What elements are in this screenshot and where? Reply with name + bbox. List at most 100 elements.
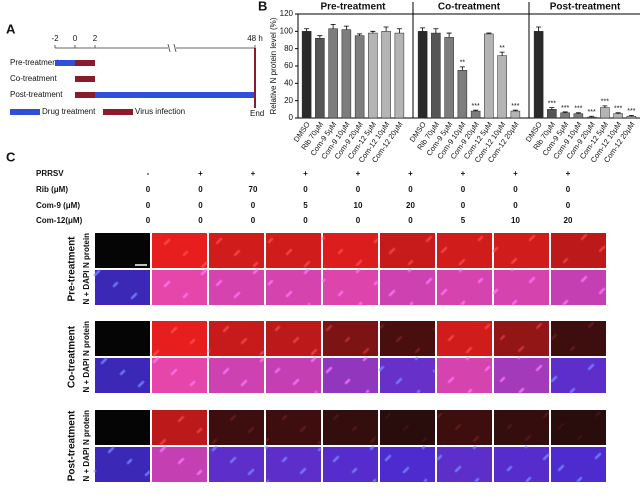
texture (333, 416, 337, 420)
texture (226, 325, 230, 329)
texture (284, 414, 288, 418)
micrograph (209, 270, 264, 305)
texture (369, 440, 373, 444)
texture (424, 478, 428, 482)
texture (582, 235, 586, 239)
condition-value: 0 (251, 201, 256, 210)
texture (300, 428, 304, 432)
texture (141, 380, 145, 384)
texture (532, 276, 536, 280)
texture (336, 413, 340, 417)
texture (233, 253, 237, 257)
texture (371, 445, 375, 449)
texture (283, 415, 287, 419)
row-label: N + DAPI (82, 270, 91, 304)
texture (426, 238, 430, 242)
texture (467, 348, 471, 352)
texture (451, 376, 455, 380)
condition-value: 0 (461, 185, 466, 194)
texture (590, 322, 594, 326)
texture (364, 356, 368, 360)
condition-value: 0 (356, 216, 361, 225)
texture (527, 435, 531, 439)
texture (216, 240, 220, 244)
micrograph (494, 358, 549, 393)
texture (364, 349, 368, 353)
significance: *** (627, 108, 635, 115)
texture (405, 425, 409, 429)
texture (373, 478, 377, 482)
texture (473, 445, 477, 449)
texture (390, 249, 394, 253)
error-bar (433, 28, 439, 34)
texture (159, 442, 163, 446)
texture (588, 324, 592, 328)
texture (219, 237, 223, 241)
texture (509, 423, 513, 427)
condition-label: PRRSV (36, 169, 64, 178)
condition-value: 5 (303, 201, 308, 210)
condition-value: 0 (303, 185, 308, 194)
texture (525, 437, 529, 441)
bar (626, 116, 637, 119)
error-bar (549, 107, 555, 110)
texture (457, 424, 461, 428)
texture (370, 439, 374, 443)
y-axis-label: Relative N protein level (%) (269, 17, 278, 114)
error-bar (562, 111, 568, 113)
texture (289, 290, 293, 294)
bar (368, 32, 378, 119)
texture (129, 458, 133, 462)
texture (432, 327, 436, 331)
texture (524, 445, 528, 449)
texture (287, 250, 291, 254)
texture (416, 348, 420, 352)
texture (232, 415, 236, 419)
texture (397, 337, 401, 341)
texture (561, 464, 565, 468)
texture (403, 427, 407, 431)
texture (380, 324, 384, 328)
texture (392, 289, 396, 293)
texture (544, 413, 548, 417)
significance: *** (601, 99, 609, 106)
condition-value: 0 (566, 185, 571, 194)
bar (600, 107, 610, 119)
error-bar (396, 28, 402, 34)
texture (163, 445, 167, 449)
texture (321, 237, 325, 241)
texture (294, 338, 298, 342)
texture (460, 260, 464, 264)
micrograph (266, 358, 321, 393)
texture (199, 469, 203, 473)
condition-value: + (461, 169, 466, 178)
texture (215, 241, 219, 245)
texture (528, 238, 532, 242)
y-tick-label: 100 (280, 26, 294, 35)
texture (123, 328, 126, 331)
row-label: N + DAPI (82, 447, 91, 481)
texture (429, 277, 433, 281)
texture (362, 351, 366, 355)
texture (513, 258, 517, 262)
texture (181, 457, 185, 461)
texture (553, 334, 557, 338)
texture (477, 238, 481, 242)
texture (448, 337, 452, 341)
bar (381, 31, 391, 119)
texture (235, 251, 239, 255)
bar (341, 29, 352, 119)
texture (199, 427, 203, 431)
texture (595, 413, 599, 417)
micrograph (95, 270, 150, 305)
micrograph (437, 358, 492, 393)
texture (222, 329, 226, 333)
texture (156, 349, 160, 353)
micrograph (437, 321, 492, 356)
texture (373, 240, 377, 244)
y-tick-label: 0 (289, 113, 294, 122)
micrograph (266, 321, 321, 356)
break (173, 43, 177, 53)
texture (329, 366, 333, 370)
micrograph (152, 358, 207, 393)
